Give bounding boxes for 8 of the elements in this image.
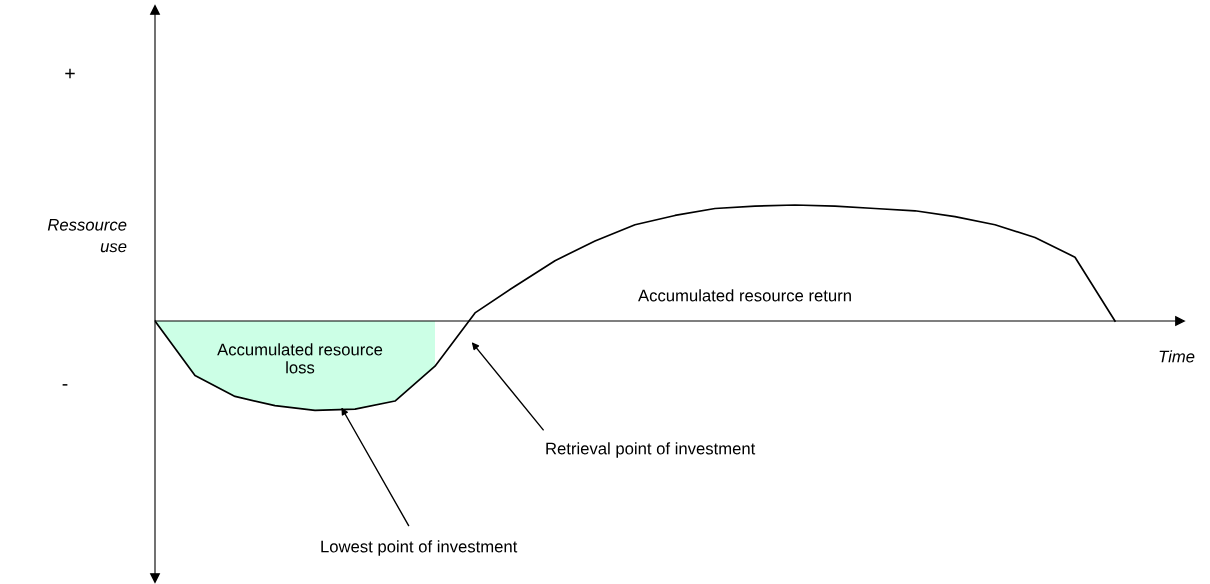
x-axis-title: Time bbox=[1159, 350, 1195, 363]
annotation: Accumulated resource loss bbox=[217, 343, 383, 374]
y-axis-title: Ressource use bbox=[47, 219, 127, 253]
text: Lowest point of investment bbox=[321, 540, 518, 556]
annotation: Accumulated resource return bbox=[638, 289, 851, 302]
text: + bbox=[65, 68, 75, 79]
text: Retrieval point of investment bbox=[546, 442, 756, 458]
text: - bbox=[62, 384, 68, 386]
